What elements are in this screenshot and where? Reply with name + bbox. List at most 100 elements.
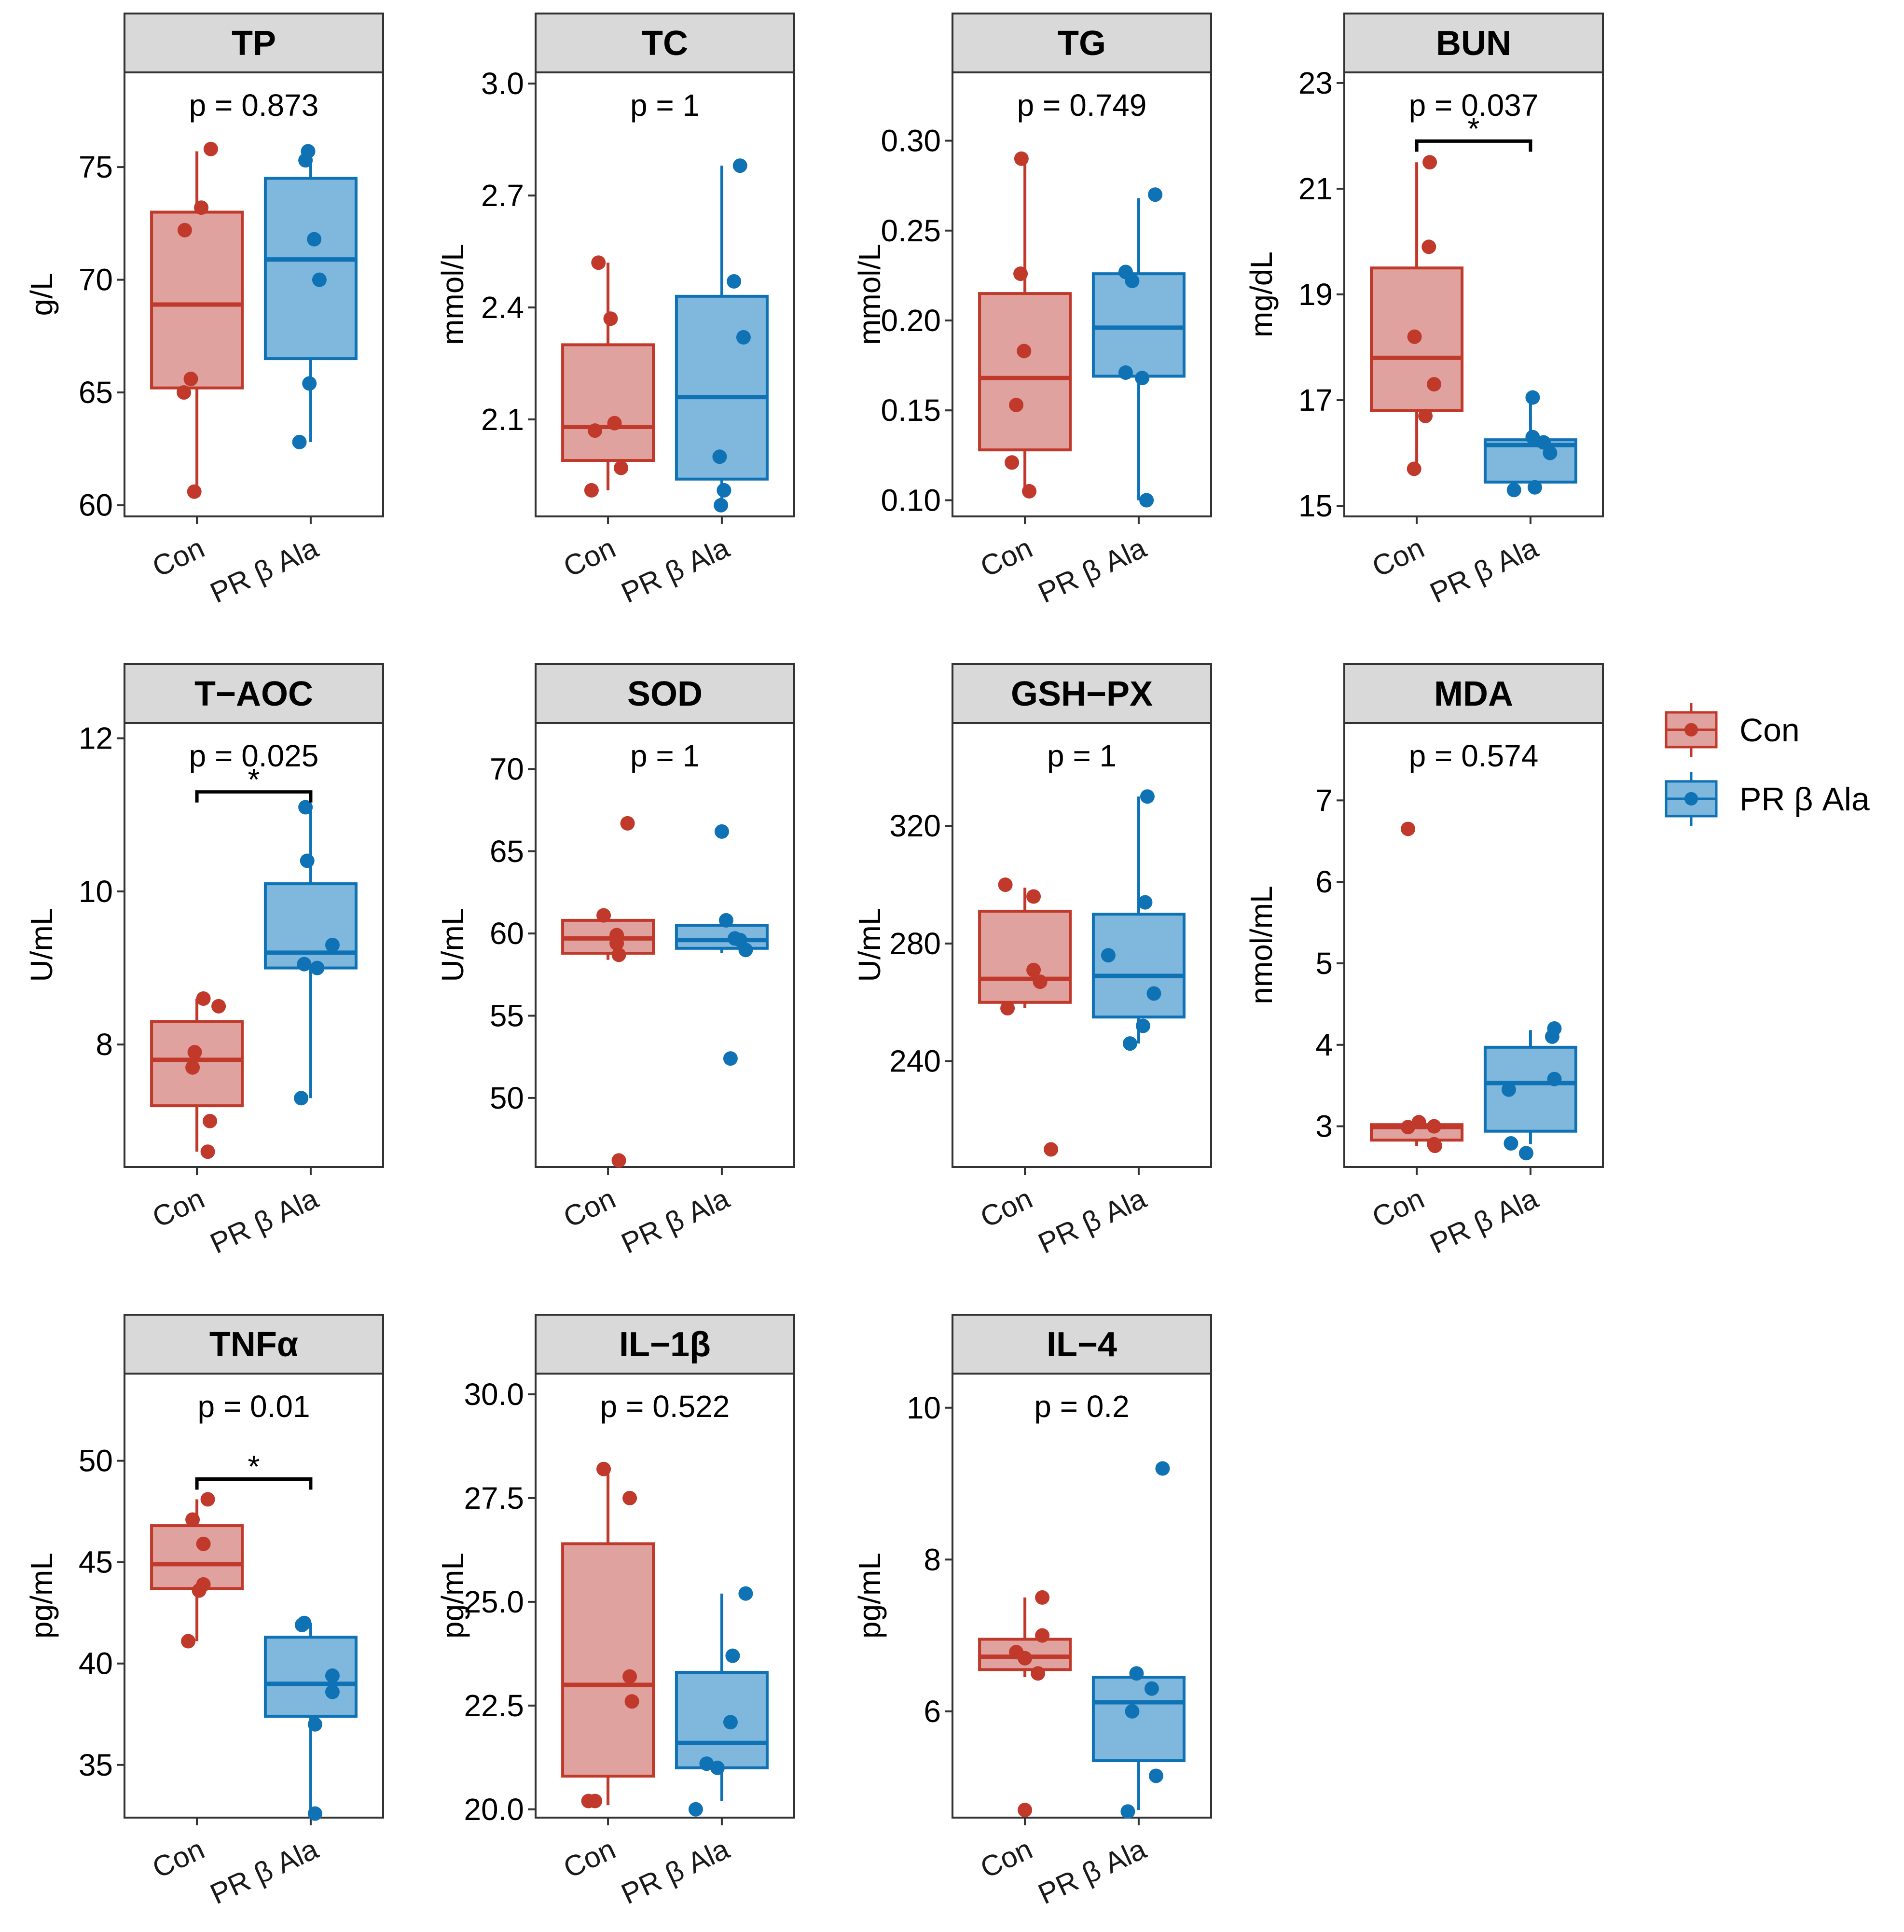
data-point — [1421, 239, 1436, 254]
y-axis-label: mmol/L — [852, 244, 887, 345]
box-pr-beta-ala — [675, 294, 769, 481]
legend-label-con: Con — [1739, 712, 1800, 749]
data-point — [1407, 329, 1422, 344]
y-tick-label: 75 — [79, 150, 113, 184]
data-point — [1527, 480, 1542, 495]
x-tick-label: PR β Ala — [1425, 1182, 1543, 1260]
data-point — [1125, 274, 1140, 289]
box-con — [978, 292, 1072, 452]
data-point — [185, 1512, 200, 1527]
y-tick-label: 8 — [96, 1027, 113, 1062]
strip-header — [124, 663, 384, 724]
y-axis-label: pg/mL — [24, 1553, 59, 1639]
data-point — [196, 991, 211, 1006]
y-axis-label: g/L — [24, 273, 59, 316]
data-point — [1148, 187, 1163, 202]
data-point — [1501, 1082, 1516, 1097]
y-tick-label: 19 — [1298, 277, 1333, 312]
y-tick-label: 50 — [490, 1081, 524, 1115]
y-tick-label: 22.5 — [464, 1688, 524, 1723]
y-tick-label: 6 — [924, 1694, 941, 1729]
x-tick-label: PR β Ala — [616, 1833, 734, 1911]
data-point — [584, 483, 599, 498]
y-tick-label: 4 — [1315, 1028, 1333, 1062]
x-tick-label: PR β Ala — [205, 531, 323, 610]
data-point — [1140, 789, 1155, 804]
data-point — [699, 1756, 714, 1771]
y-tick-label: 65 — [79, 375, 113, 410]
data-point — [1427, 1119, 1442, 1134]
panel-title: IL−4 — [1047, 1325, 1117, 1364]
data-point — [187, 1045, 202, 1060]
significance-star: * — [248, 1449, 260, 1484]
p-value: p = 0.025 — [189, 738, 319, 773]
panel-title: IL−1β — [619, 1325, 711, 1364]
y-axis-label: U/mL — [435, 908, 470, 982]
y-axis-label: U/mL — [24, 908, 59, 982]
data-point — [1044, 1142, 1059, 1157]
y-tick-label: 0.15 — [881, 393, 941, 428]
x-tick-label: PR β Ala — [1033, 1833, 1151, 1911]
data-point — [203, 141, 218, 156]
panel-title: TP — [232, 24, 276, 63]
data-point — [1139, 493, 1154, 508]
y-tick-label: 30.0 — [464, 1377, 524, 1412]
y-tick-label: 20.0 — [464, 1792, 524, 1827]
legend-key-point — [1684, 723, 1698, 737]
data-point — [1035, 1628, 1050, 1643]
y-tick-label: 60 — [490, 916, 524, 951]
x-tick-label: PR β Ala — [1033, 1182, 1151, 1260]
p-value: p = 0.037 — [1409, 88, 1539, 123]
y-tick-label: 12 — [79, 721, 113, 756]
p-value: p = 0.749 — [1017, 88, 1147, 123]
data-point — [1144, 1681, 1159, 1696]
y-tick-label: 5 — [1315, 946, 1333, 981]
y-tick-label: 25.0 — [464, 1585, 524, 1619]
data-point — [302, 376, 317, 391]
box-pr-beta-ala — [1483, 1045, 1577, 1133]
data-point — [732, 158, 747, 173]
y-tick-label: 3.0 — [481, 66, 524, 101]
data-point — [1547, 1071, 1562, 1086]
strip-header — [535, 13, 795, 73]
data-point — [1031, 1666, 1046, 1681]
significance-star: * — [248, 762, 260, 797]
data-point — [297, 1615, 312, 1630]
data-point — [622, 1669, 637, 1684]
data-point — [1017, 344, 1032, 359]
data-point — [1155, 1461, 1170, 1476]
data-point — [1401, 1120, 1416, 1135]
data-point — [725, 1648, 740, 1663]
strip-header — [1343, 13, 1604, 73]
y-tick-label: 0.30 — [881, 124, 941, 158]
data-point — [723, 1715, 738, 1730]
data-point — [998, 877, 1013, 892]
p-value: p = 1 — [1047, 738, 1117, 773]
data-point — [714, 824, 729, 839]
y-tick-label: 3 — [1315, 1109, 1333, 1144]
box-pr-beta-ala — [263, 882, 358, 970]
x-tick-label: PR β Ala — [616, 1182, 734, 1260]
data-point — [620, 816, 635, 831]
data-point — [310, 960, 325, 975]
box-pr-beta-ala — [1091, 272, 1186, 378]
data-point — [1018, 1651, 1033, 1666]
data-point — [183, 372, 198, 387]
y-axis-label: mg/dL — [1244, 251, 1279, 337]
data-point — [187, 484, 202, 499]
y-tick-label: 35 — [79, 1748, 113, 1782]
panel-title: T−AOC — [194, 675, 313, 713]
data-point — [185, 1060, 200, 1075]
data-point — [611, 947, 626, 962]
y-tick-label: 15 — [1298, 488, 1333, 523]
y-tick-label: 320 — [889, 808, 941, 843]
data-point — [1033, 974, 1048, 989]
data-point — [588, 423, 603, 438]
data-point — [596, 1461, 611, 1476]
data-point — [1013, 266, 1028, 281]
